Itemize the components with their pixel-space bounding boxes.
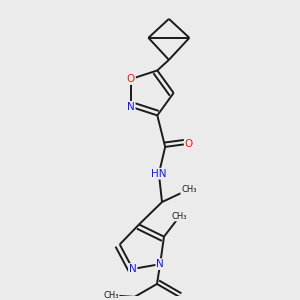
Text: CH₃: CH₃ <box>172 212 188 221</box>
Text: N: N <box>129 264 136 274</box>
Text: N: N <box>127 102 135 112</box>
Text: O: O <box>127 74 135 84</box>
Text: CH₃: CH₃ <box>103 291 119 300</box>
Text: O: O <box>185 139 193 149</box>
Text: CH₃: CH₃ <box>181 185 196 194</box>
Text: HN: HN <box>151 169 166 179</box>
Text: N: N <box>156 259 164 269</box>
